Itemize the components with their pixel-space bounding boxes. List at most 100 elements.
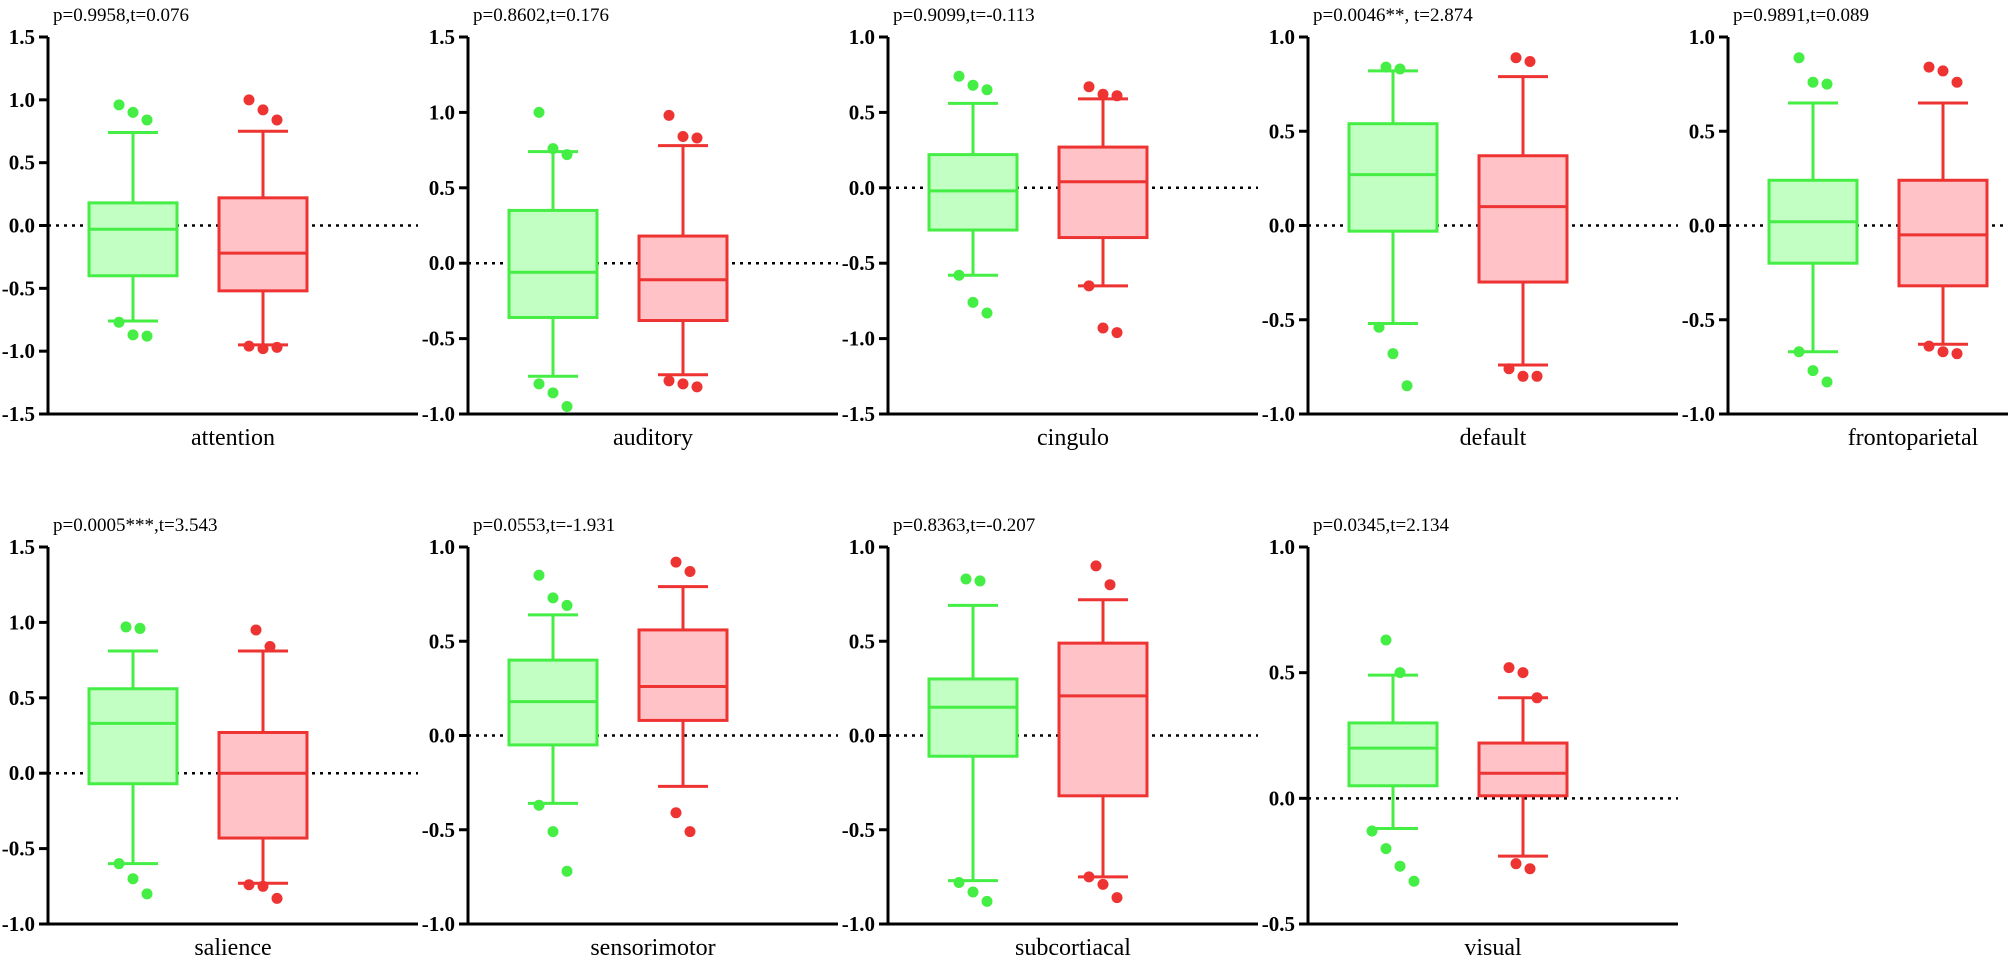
outlier-point [1090, 560, 1102, 572]
iqr-box [87, 687, 179, 786]
y-tick-label: -0.5 [1262, 912, 1295, 936]
x-axis-label: attention [191, 425, 275, 451]
panel-attention: -1.5 -1.0 -0.5 0.0 0.5 1.0 1.5 p=0.9958,t=0.076… [2, 5, 418, 451]
y-tick-label: 0.0 [1269, 786, 1295, 810]
box-group-2 [1057, 81, 1149, 339]
iqr-box [87, 201, 179, 278]
outlier-point [1510, 858, 1522, 870]
outlier-point [561, 149, 573, 161]
outlier-point [257, 104, 269, 116]
iqr-box [927, 153, 1019, 232]
outlier-point [1380, 61, 1392, 73]
outlier-point [1401, 380, 1413, 392]
outlier-point [1366, 825, 1378, 837]
y-tick-label: 0.5 [849, 100, 875, 124]
outlier-point [1373, 321, 1385, 333]
outlier-point [1083, 81, 1095, 93]
outlier-point [981, 307, 993, 319]
outlier-point [113, 316, 125, 328]
y-tick-label: -0.5 [422, 327, 455, 351]
iqr-box [927, 677, 1019, 758]
outlier-point [243, 340, 255, 352]
box-group-2 [1477, 52, 1569, 382]
outlier-point [953, 877, 965, 889]
y-tick-label: 0.0 [429, 251, 455, 275]
outlier-point [967, 296, 979, 308]
box-group-2 [1057, 560, 1149, 904]
y-tick-label: 1.0 [1269, 25, 1295, 49]
box-group-2 [217, 624, 309, 904]
outlier-point [257, 343, 269, 355]
x-axis-label: subcortiacal [1015, 935, 1131, 960]
y-tick-label: -0.5 [842, 251, 875, 275]
box-group-2 [637, 556, 729, 838]
outlier-point [1923, 340, 1935, 352]
y-tick-label: 0.5 [1269, 119, 1295, 143]
outlier-point [271, 892, 283, 904]
outlier-point [141, 888, 153, 900]
outlier-point [1408, 875, 1420, 887]
outlier-point [1111, 90, 1123, 102]
outlier-point [243, 879, 255, 891]
y-tick-label: 0.5 [9, 686, 35, 710]
outlier-point [960, 573, 972, 585]
panel-salience: -1.0 -0.5 0.0 0.5 1.0 1.5 p=0.0005***,t=3.543 s… [2, 515, 418, 960]
y-tick-label: -1.0 [842, 912, 875, 936]
outlier-point [953, 70, 965, 82]
outlier-point [1793, 52, 1805, 64]
outlier-point [533, 378, 545, 390]
iqr-box [1347, 721, 1439, 788]
iqr-box [1477, 741, 1569, 798]
outlier-point [1503, 363, 1515, 375]
iqr-box [1477, 154, 1569, 284]
y-tick-label: -1.0 [2, 339, 35, 363]
outlier-point [981, 895, 993, 907]
y-tick-label: -0.5 [2, 276, 35, 300]
stat-annotation: p=0.9958,t=0.076 [53, 5, 189, 26]
y-tick-label: 0.5 [1269, 661, 1295, 685]
outlier-point [677, 131, 689, 143]
outlier-point [1937, 65, 1949, 77]
outlier-point [141, 114, 153, 126]
y-tick-label: -1.5 [842, 402, 875, 426]
outlier-point [561, 400, 573, 412]
outlier-point [561, 599, 573, 611]
outlier-point [264, 641, 276, 653]
outlier-point [1821, 376, 1833, 388]
stat-annotation: p=0.9099,t=-0.113 [893, 5, 1035, 26]
y-tick-label: 0.0 [1689, 214, 1715, 238]
panel-sensorimotor: -1.0 -0.5 0.0 0.5 1.0 p=0.0553,t=-1.931 sensor… [422, 515, 838, 960]
outlier-point [1793, 346, 1805, 358]
y-tick-label: -0.5 [2, 837, 35, 861]
box-group-1 [507, 569, 599, 877]
box-group-2 [1477, 662, 1569, 875]
stat-annotation: p=0.8602,t=0.176 [473, 5, 609, 26]
iqr-box [217, 730, 309, 840]
outlier-point [1394, 667, 1406, 679]
y-tick-label: 0.5 [429, 629, 455, 653]
outlier-point [271, 341, 283, 353]
y-tick-label: 1.0 [9, 88, 35, 112]
y-tick-label: 1.0 [849, 25, 875, 49]
box-group-2 [637, 109, 729, 393]
outlier-point [1807, 365, 1819, 377]
outlier-point [113, 858, 125, 870]
y-tick-label: 0.5 [429, 176, 455, 200]
outlier-point [1807, 76, 1819, 88]
outlier-point [1517, 370, 1529, 382]
stat-annotation: p=0.0005***,t=3.543 [53, 515, 217, 536]
iqr-box [637, 628, 729, 722]
x-axis-label: sensorimotor [590, 935, 715, 960]
y-tick-label: 0.0 [849, 724, 875, 748]
outlier-point [127, 873, 139, 885]
outlier-point [1111, 892, 1123, 904]
box-group-1 [927, 70, 1019, 319]
outlier-point [1951, 76, 1963, 88]
outlier-point [1531, 692, 1543, 704]
outlier-point [1937, 346, 1949, 358]
outlier-point [1923, 61, 1935, 73]
outlier-point [677, 378, 689, 390]
box-group-2 [217, 94, 309, 355]
outlier-point [691, 381, 703, 393]
